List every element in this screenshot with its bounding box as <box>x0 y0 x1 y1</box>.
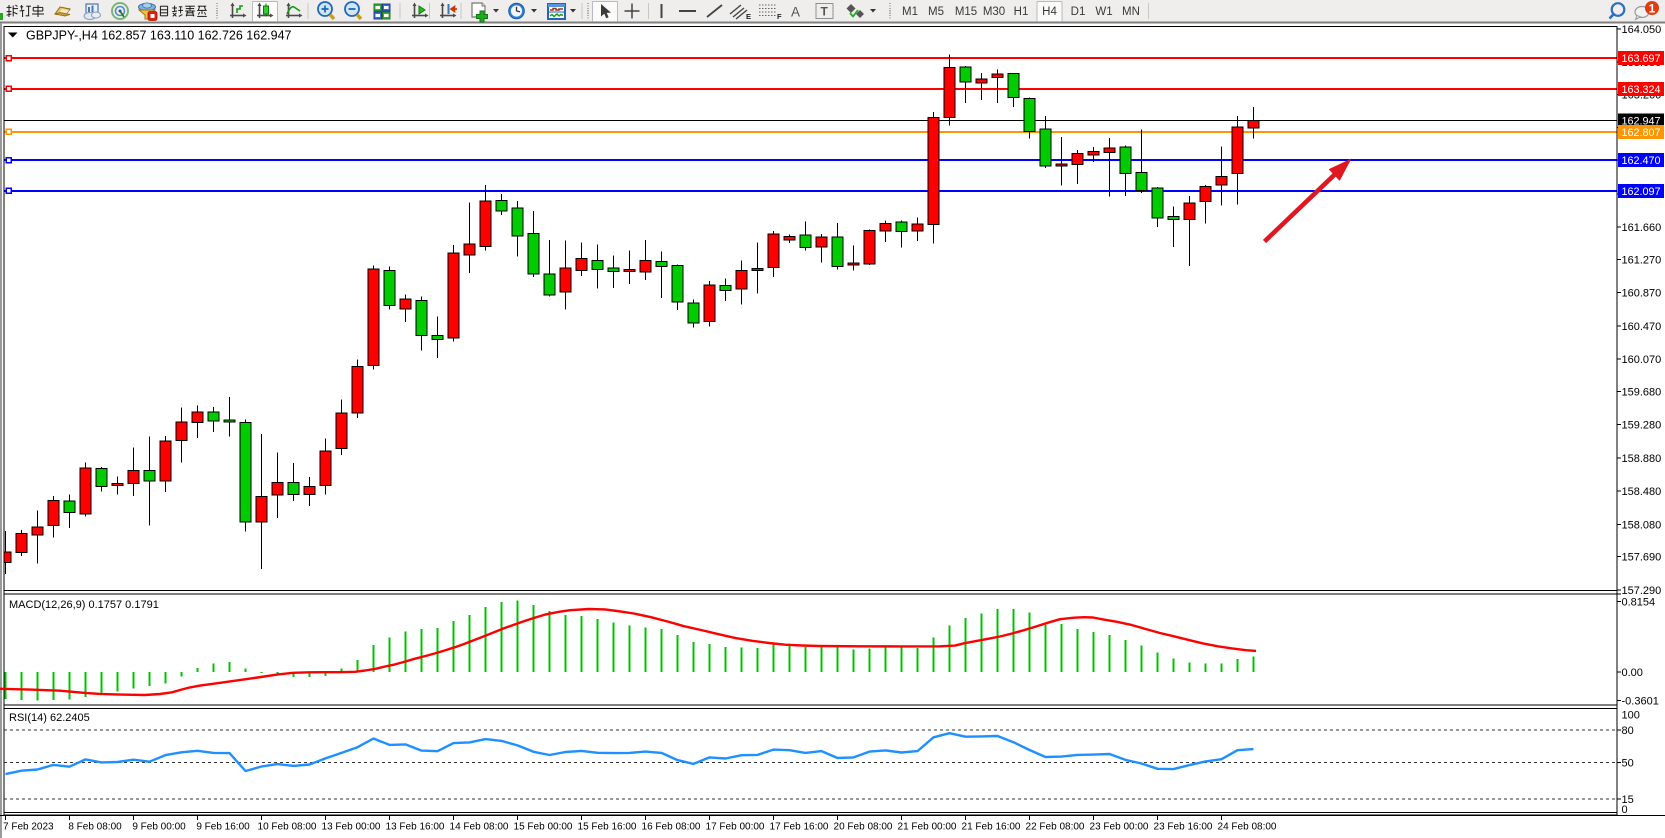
svg-text:M15: M15 <box>955 6 977 18</box>
svg-text:162.947: 162.947 <box>1622 115 1661 127</box>
svg-text:160.470: 160.470 <box>1622 321 1662 333</box>
svg-text:23 Feb 16:00: 23 Feb 16:00 <box>1154 822 1213 833</box>
svg-text:100: 100 <box>1622 710 1640 722</box>
svg-text:10 Feb 08:00: 10 Feb 08:00 <box>258 822 317 833</box>
svg-text:21 Feb 00:00: 21 Feb 00:00 <box>898 822 957 833</box>
svg-text:7 Feb 2023: 7 Feb 2023 <box>3 822 54 833</box>
svg-text:H4: H4 <box>1042 6 1057 18</box>
svg-text:M1: M1 <box>902 6 918 18</box>
svg-text:0.00: 0.00 <box>1622 667 1643 679</box>
svg-text:9 Feb 00:00: 9 Feb 00:00 <box>132 822 186 833</box>
svg-text:13 Feb 00:00: 13 Feb 00:00 <box>322 822 381 833</box>
svg-text:MACD(12,26,9) 0.1757 0.1791: MACD(12,26,9) 0.1757 0.1791 <box>9 599 159 611</box>
svg-text:158.480: 158.480 <box>1622 486 1662 498</box>
svg-text:0.8154: 0.8154 <box>1622 597 1656 609</box>
svg-text:80: 80 <box>1622 725 1634 737</box>
svg-text:15: 15 <box>1622 794 1634 806</box>
svg-text:50: 50 <box>1622 757 1634 769</box>
svg-text:-0.3601: -0.3601 <box>1622 696 1659 708</box>
svg-text:157.690: 157.690 <box>1622 552 1662 564</box>
svg-text:21 Feb 16:00: 21 Feb 16:00 <box>962 822 1021 833</box>
svg-text:15 Feb 00:00: 15 Feb 00:00 <box>514 822 573 833</box>
svg-text:17 Feb 16:00: 17 Feb 16:00 <box>770 822 829 833</box>
svg-text:E: E <box>746 12 751 21</box>
svg-text:158.880: 158.880 <box>1622 453 1662 465</box>
svg-text:GBPJPY-,H4 162.857 163.110 16: GBPJPY-,H4 162.857 163.110 162.726 162.9… <box>26 29 292 43</box>
svg-text:159.680: 159.680 <box>1622 387 1662 399</box>
svg-text:14 Feb 08:00: 14 Feb 08:00 <box>450 822 509 833</box>
svg-text:A: A <box>791 5 800 20</box>
svg-text:13 Feb 16:00: 13 Feb 16:00 <box>386 822 445 833</box>
svg-text:160.870: 160.870 <box>1622 288 1662 300</box>
svg-text:H1: H1 <box>1014 6 1029 18</box>
svg-text:1: 1 <box>1649 1 1656 15</box>
svg-text:15 Feb 16:00: 15 Feb 16:00 <box>578 822 637 833</box>
svg-text:T: T <box>821 5 829 19</box>
svg-text:M5: M5 <box>928 6 944 18</box>
svg-text:8 Feb 08:00: 8 Feb 08:00 <box>68 822 122 833</box>
svg-text:16 Feb 08:00: 16 Feb 08:00 <box>642 822 701 833</box>
svg-text:9 Feb 16:00: 9 Feb 16:00 <box>196 822 250 833</box>
svg-text:161.270: 161.270 <box>1622 255 1662 267</box>
svg-text:RSI(14) 62.2405: RSI(14) 62.2405 <box>9 712 90 724</box>
svg-text:160.070: 160.070 <box>1622 354 1662 366</box>
svg-text:D1: D1 <box>1071 6 1086 18</box>
svg-text:F: F <box>777 12 782 21</box>
svg-text:22 Feb 08:00: 22 Feb 08:00 <box>1026 822 1085 833</box>
svg-text:W1: W1 <box>1095 6 1112 18</box>
svg-text:157.290: 157.290 <box>1622 585 1662 597</box>
svg-text:0: 0 <box>1622 804 1628 816</box>
svg-text:24 Feb 08:00: 24 Feb 08:00 <box>1218 822 1277 833</box>
svg-text:M30: M30 <box>983 6 1005 18</box>
svg-text:164.050: 164.050 <box>1622 24 1662 36</box>
svg-text:162.097: 162.097 <box>1622 186 1661 198</box>
svg-text:163.324: 163.324 <box>1622 84 1661 96</box>
svg-text:17 Feb 00:00: 17 Feb 00:00 <box>706 822 765 833</box>
svg-text:23 Feb 00:00: 23 Feb 00:00 <box>1090 822 1149 833</box>
svg-text:159.280: 159.280 <box>1622 420 1662 432</box>
svg-text:161.660: 161.660 <box>1622 222 1662 234</box>
svg-text:158.080: 158.080 <box>1622 519 1662 531</box>
svg-text:163.697: 163.697 <box>1622 53 1661 65</box>
svg-text:162.470: 162.470 <box>1622 155 1661 167</box>
svg-text:20 Feb 08:00: 20 Feb 08:00 <box>834 822 893 833</box>
svg-text:162.807: 162.807 <box>1622 127 1661 139</box>
svg-text:MN: MN <box>1122 6 1140 18</box>
